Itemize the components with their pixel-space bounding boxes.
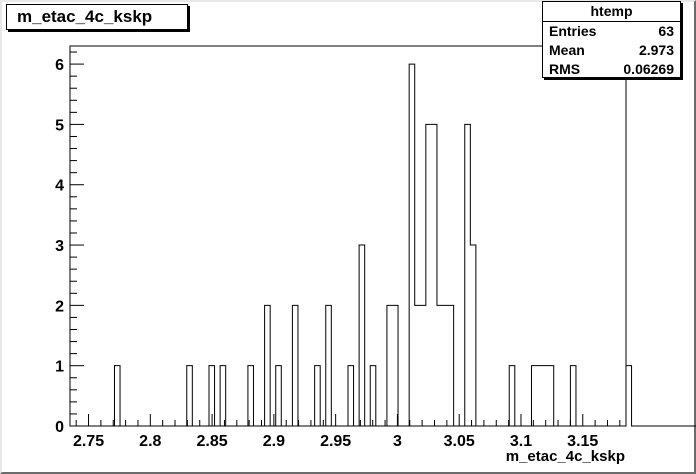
stats-label: Entries — [549, 23, 597, 39]
y-tick-label: 6 — [55, 57, 64, 74]
stats-value: 2.973 — [638, 42, 674, 58]
y-tick-label: 2 — [55, 298, 64, 315]
y-tick-label: 4 — [55, 178, 64, 195]
y-tick-label: 3 — [55, 238, 64, 255]
x-axis-ticks: 2.75 2.8 2.85 2.9 2.95 3 3.05 3.1 3.15 — [73, 414, 621, 450]
x-tick-label: 2.95 — [320, 433, 351, 450]
stats-value: 63 — [658, 23, 674, 39]
x-tick-label: 3 — [393, 433, 402, 450]
x-tick-label: 2.75 — [73, 433, 104, 450]
y-axis-ticks: 0 1 2 3 4 5 6 — [55, 51, 84, 436]
x-tick-label: 2.8 — [139, 433, 161, 450]
x-tick-label: 2.9 — [263, 433, 285, 450]
x-tick-label: 3.05 — [444, 433, 475, 450]
stats-row-mean: Mean 2.973 — [543, 41, 680, 60]
y-tick-label: 1 — [55, 359, 64, 376]
y-tick-label: 5 — [55, 117, 64, 134]
x-axis-title: m_etac_4c_kskp — [506, 448, 625, 465]
stats-label: Mean — [549, 42, 585, 58]
histogram-bins — [70, 63, 696, 427]
y-tick-label: 0 — [55, 419, 64, 436]
stats-label: RMS — [549, 61, 581, 77]
stats-title: htemp — [543, 2, 680, 22]
histogram-outline — [70, 63, 696, 427]
stats-value: 0.06269 — [623, 61, 674, 77]
x-tick-label: 3.1 — [510, 433, 532, 450]
stats-box: htemp Entries 63 Mean 2.973 RMS 0.06269 — [542, 1, 681, 78]
stats-row-rms: RMS 0.06269 — [543, 60, 680, 79]
histogram-title: m_etac_4c_kskp — [6, 4, 188, 30]
x-tick-label: 2.85 — [197, 433, 228, 450]
x-tick-label: 3.15 — [567, 433, 598, 450]
stats-row-entries: Entries 63 — [543, 22, 680, 41]
